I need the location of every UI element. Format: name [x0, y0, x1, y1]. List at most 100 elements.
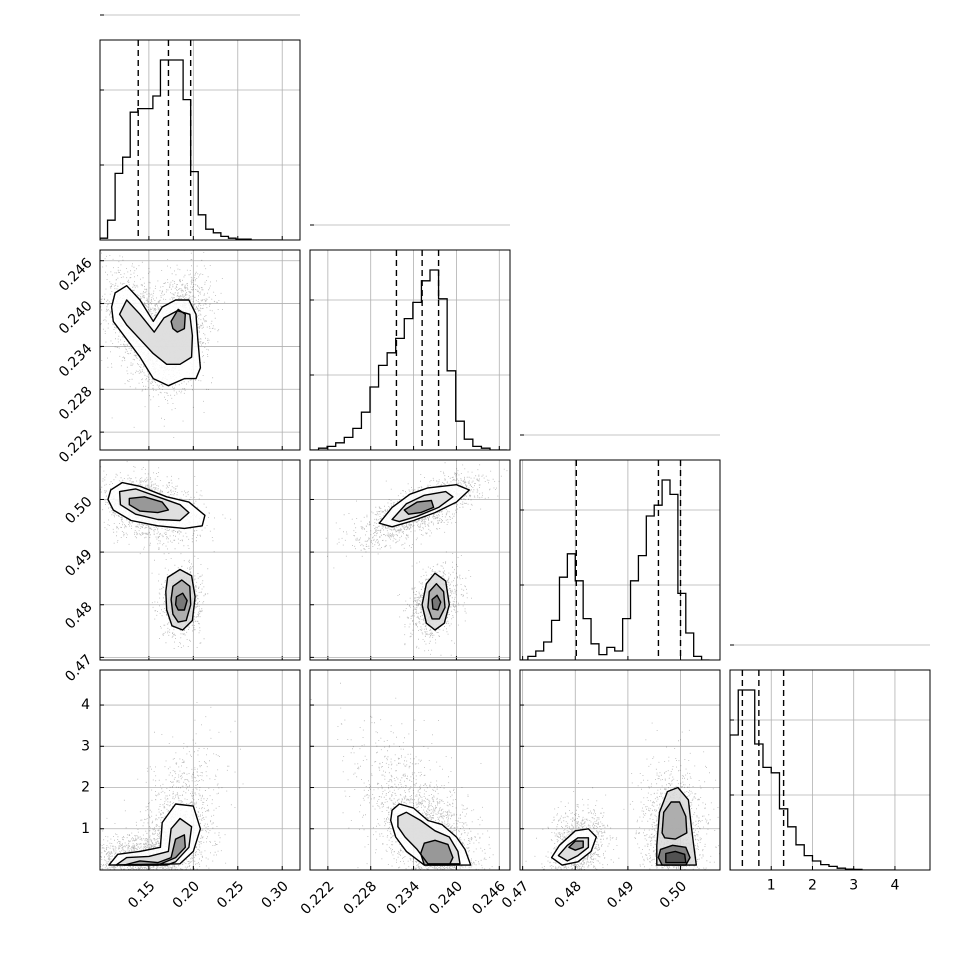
- axes-frame: [99, 459, 301, 661]
- histogram-bin: [370, 387, 379, 450]
- histogram-bin: [108, 220, 116, 240]
- histogram-bin: [130, 112, 138, 240]
- x-tick-label: 0.50: [657, 878, 690, 911]
- x-tick-label: 0.25: [214, 878, 247, 911]
- y-tick-label: 0.246: [56, 255, 96, 295]
- density-fill: [665, 851, 686, 863]
- histogram-bin: [404, 319, 413, 450]
- y-tick-label: 0.228: [56, 384, 96, 424]
- contour-line: [431, 594, 442, 611]
- density-fill: [662, 802, 687, 840]
- contour-line: [391, 490, 454, 523]
- contour-line: [108, 803, 202, 866]
- contour-line: [165, 568, 196, 631]
- contour-line: [397, 811, 461, 865]
- histogram-panel: [99, 14, 301, 241]
- contour-line: [378, 484, 470, 528]
- density-fill: [171, 309, 186, 333]
- scatter-points: [325, 462, 508, 656]
- x-tick-label: 0.234: [384, 878, 424, 918]
- contour-line: [420, 839, 454, 866]
- y-tick-label: 3: [81, 738, 90, 754]
- histogram-bars: [310, 250, 508, 450]
- histogram-bin: [160, 60, 168, 240]
- contour-line: [557, 837, 590, 862]
- scatter-panel: [309, 459, 511, 661]
- scatter-panel: [519, 669, 721, 871]
- histogram-bin: [544, 642, 552, 660]
- density-fill: [175, 593, 188, 610]
- scatter-panel: [309, 669, 511, 871]
- scatter-panel: [99, 669, 301, 871]
- histogram-step: [520, 479, 710, 660]
- histogram-bin: [796, 845, 804, 870]
- histogram-bin: [387, 353, 396, 450]
- x-tick-label: 4: [890, 878, 899, 894]
- axes-frame: [309, 459, 511, 661]
- histogram-bin: [379, 365, 388, 450]
- y-tick-label: 0.49: [62, 546, 95, 579]
- histogram-panel: [309, 224, 511, 451]
- y-tick-label: 1: [81, 821, 90, 837]
- contour-line: [128, 496, 170, 514]
- y-tick-label: 0.240: [56, 298, 96, 338]
- histogram-bars: [730, 670, 895, 870]
- x-tick-label: 0.30: [258, 878, 291, 911]
- y-tick-label: 0.50: [62, 494, 95, 527]
- contour-line: [657, 844, 691, 866]
- axes-frame: [99, 249, 301, 451]
- histogram-bin: [812, 861, 820, 870]
- histogram-bin: [638, 556, 646, 660]
- y-tick-label: 4: [81, 697, 90, 713]
- contour-line: [118, 299, 194, 365]
- contour-line: [427, 583, 446, 620]
- scatter-panel: [99, 459, 301, 661]
- panel-content: [325, 462, 508, 656]
- histogram-bin: [746, 690, 754, 870]
- x-tick-label: 0.47: [499, 878, 532, 911]
- axes-frame: [99, 39, 301, 241]
- x-tick-label: 1: [767, 878, 776, 894]
- histogram-bin: [456, 421, 465, 450]
- contour-line: [110, 285, 202, 387]
- panel-content: [310, 682, 494, 870]
- histogram-bin: [730, 735, 738, 870]
- y-tick-label: 0.222: [56, 426, 96, 466]
- contour-line: [107, 481, 206, 530]
- density-fill: [404, 500, 434, 515]
- histogram-bin: [413, 302, 422, 450]
- histogram-bin: [198, 215, 206, 240]
- histogram-bin: [353, 428, 362, 450]
- contour-line: [123, 834, 187, 866]
- histogram-bin: [430, 270, 439, 450]
- histogram-bin: [559, 577, 567, 660]
- histogram-bin: [361, 412, 370, 450]
- histogram-bin: [439, 299, 448, 450]
- histogram-bin: [206, 229, 214, 240]
- contour-line: [550, 828, 597, 866]
- histogram-bin: [183, 100, 191, 240]
- x-tick-label: 0.49: [604, 878, 637, 911]
- x-tick-label: 0.48: [552, 878, 585, 911]
- y-tick-label: 2: [81, 780, 90, 796]
- axes-frame: [99, 669, 301, 871]
- x-tick-label: 0.240: [426, 878, 466, 918]
- histogram-bin: [763, 767, 771, 870]
- histogram-step: [100, 59, 282, 240]
- histogram-panel: [519, 434, 721, 661]
- contour-line: [118, 488, 190, 522]
- scatter-panel: [99, 249, 301, 451]
- histogram-bin: [599, 655, 607, 660]
- contour-line: [568, 840, 584, 851]
- panel-content: [525, 722, 720, 870]
- histogram-bin: [464, 439, 473, 450]
- histogram-bin: [213, 233, 221, 240]
- histogram-bin: [591, 644, 599, 660]
- histogram-bin: [607, 647, 615, 660]
- histogram-bin: [771, 773, 779, 870]
- histogram-bars: [520, 460, 710, 660]
- histogram-bin: [344, 437, 353, 450]
- histogram-bin: [646, 516, 654, 660]
- histogram-bin: [447, 371, 456, 450]
